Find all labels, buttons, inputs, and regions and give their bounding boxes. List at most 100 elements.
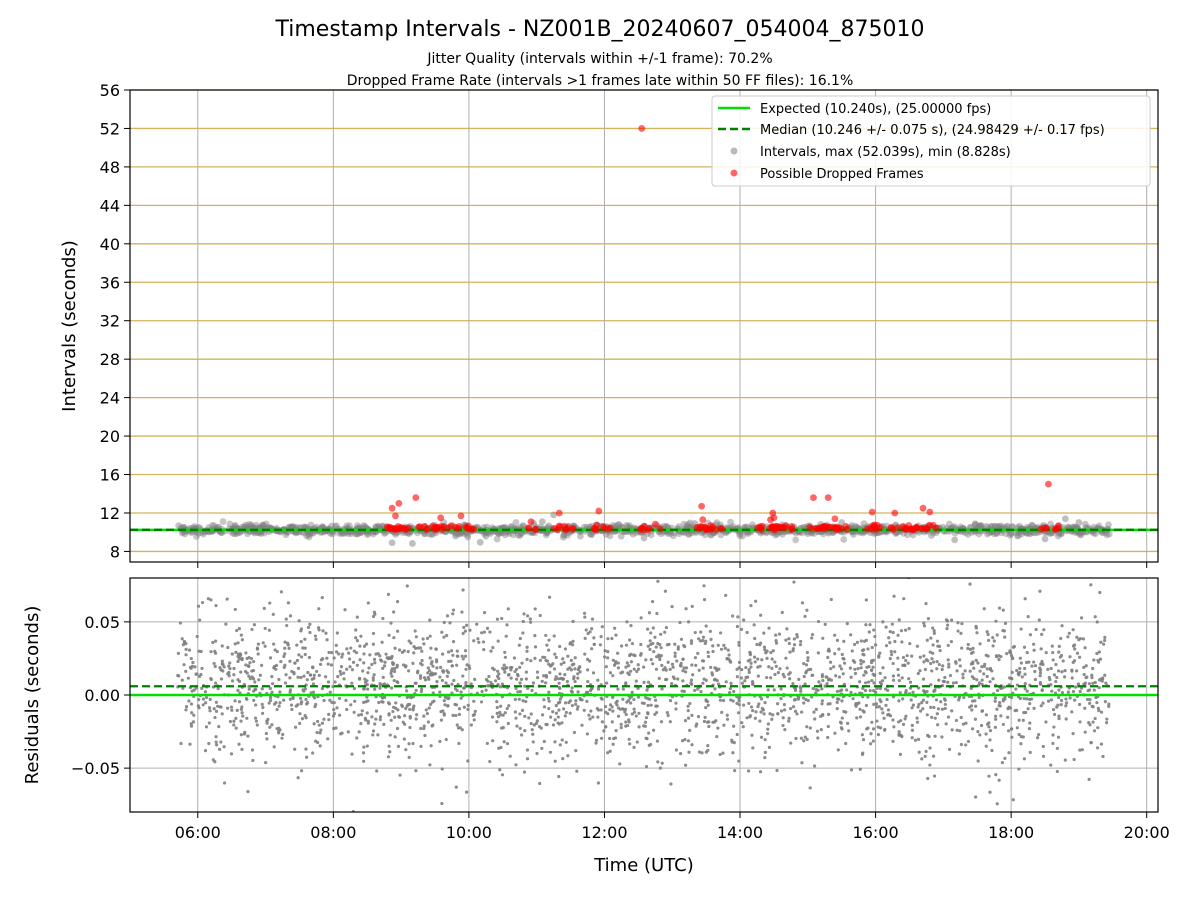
residual-point — [922, 654, 926, 658]
residual-point — [896, 656, 900, 660]
residual-point — [528, 617, 532, 621]
residual-point — [1018, 666, 1022, 671]
residual-point — [220, 659, 224, 663]
dropped-frame-point — [429, 522, 437, 530]
residual-point — [1073, 698, 1077, 702]
dropped-frame-point — [824, 494, 832, 501]
residual-point — [1064, 697, 1068, 701]
residual-point — [1093, 680, 1097, 685]
residual-point — [322, 717, 326, 721]
residual-point — [362, 700, 366, 704]
residual-point — [1096, 726, 1100, 730]
residual-point — [490, 715, 495, 719]
residual-point — [523, 728, 527, 733]
residual-point — [189, 702, 194, 706]
residual-point — [653, 712, 657, 717]
interval-point — [259, 521, 267, 529]
residual-point — [1017, 732, 1021, 737]
residual-point — [958, 658, 962, 662]
residual-point — [366, 719, 370, 723]
residual-point — [535, 751, 539, 756]
residual-point — [221, 662, 225, 666]
residual-point — [350, 668, 355, 672]
residual-point — [867, 680, 871, 684]
residual-point — [219, 677, 224, 681]
residual-point — [1075, 635, 1079, 639]
residual-point — [529, 712, 533, 716]
residual-point — [821, 678, 825, 683]
residual-point — [665, 677, 669, 681]
residual-point — [932, 629, 936, 633]
interval-point — [456, 530, 464, 538]
residual-point — [561, 677, 565, 681]
residual-point — [860, 752, 865, 756]
top-y-tick-label: 28 — [100, 350, 120, 369]
residual-point — [1105, 717, 1109, 721]
interval-point — [729, 523, 737, 530]
residual-point — [594, 741, 598, 745]
interval-point — [519, 523, 527, 530]
residual-point — [542, 698, 546, 702]
residual-point — [239, 707, 243, 711]
residual-point — [799, 686, 803, 690]
residual-point — [1099, 710, 1104, 714]
residual-point — [557, 708, 561, 712]
residual-point — [785, 627, 789, 631]
residual-point — [305, 755, 309, 759]
residual-point — [451, 640, 456, 644]
residual-point — [361, 669, 365, 673]
residual-point — [747, 670, 751, 675]
interval-point — [975, 522, 983, 530]
residual-point — [715, 679, 719, 683]
residual-point — [842, 639, 846, 643]
residual-point — [222, 665, 226, 669]
residual-point — [595, 707, 599, 711]
residual-point — [666, 713, 670, 718]
residual-point — [283, 646, 287, 650]
residual-point — [729, 698, 733, 702]
residual-point — [350, 681, 354, 685]
residual-point — [327, 718, 331, 722]
residual-point — [885, 697, 889, 702]
residual-point — [407, 669, 411, 673]
residual-point — [514, 667, 519, 671]
residual-point — [825, 681, 829, 686]
residual-point — [378, 715, 383, 719]
residual-point — [553, 740, 557, 744]
residual-point — [970, 708, 974, 712]
residual-point — [472, 699, 476, 703]
residual-point — [644, 658, 648, 662]
residual-point — [553, 718, 557, 722]
residual-point — [389, 718, 393, 722]
residual-point — [372, 657, 377, 662]
residual-point — [306, 670, 310, 675]
residual-point — [968, 647, 972, 651]
residual-point — [237, 627, 241, 631]
residual-point — [896, 720, 901, 724]
residual-point — [942, 697, 947, 701]
residual-point — [366, 601, 370, 605]
residual-point — [604, 681, 609, 685]
interval-point — [739, 532, 746, 540]
residual-point — [616, 714, 621, 718]
residual-point — [1055, 769, 1059, 774]
residual-point — [778, 667, 782, 671]
residual-point — [864, 598, 868, 602]
residual-point — [810, 636, 814, 640]
interval-point — [354, 530, 361, 538]
residual-point — [1091, 666, 1095, 671]
residual-point — [678, 751, 683, 756]
residual-point — [966, 739, 971, 744]
residual-point — [387, 744, 391, 748]
residual-point — [359, 722, 363, 726]
bottom-x-tick-label: 06:00 — [175, 823, 221, 842]
residual-point — [498, 685, 503, 689]
dropped-frame-point — [424, 525, 431, 533]
residual-point — [524, 677, 528, 681]
residual-point — [606, 656, 610, 660]
residual-point — [336, 674, 340, 679]
residual-point — [745, 630, 749, 635]
residual-point — [393, 669, 397, 674]
residual-point — [812, 710, 816, 714]
residual-point — [688, 728, 692, 732]
